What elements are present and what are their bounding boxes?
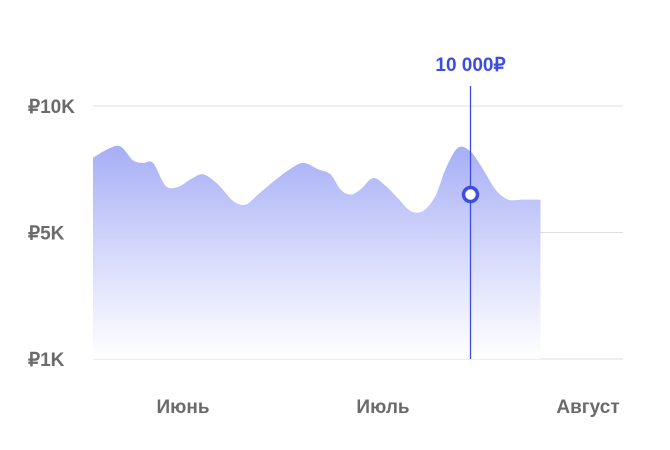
area-fill [93, 145, 541, 359]
cursor-value-label: 10 000₽ [435, 55, 505, 76]
area-series [93, 145, 541, 359]
cursor-point[interactable] [461, 185, 480, 204]
y-tick-label: ₽1K [28, 350, 65, 371]
y-tick-label: ₽10K [28, 97, 75, 118]
y-tick-label: ₽5K [28, 224, 65, 245]
x-tick-label: Июнь [156, 397, 209, 418]
cursor-marker[interactable]: 10 000₽ [435, 55, 506, 359]
x-tick-label: Август [556, 397, 619, 418]
x-tick-label: Июль [356, 397, 409, 418]
x-axis-ticks: Июнь Июль Август [156, 397, 619, 418]
y-axis-ticks: ₽10K ₽5K ₽1K [28, 97, 75, 371]
